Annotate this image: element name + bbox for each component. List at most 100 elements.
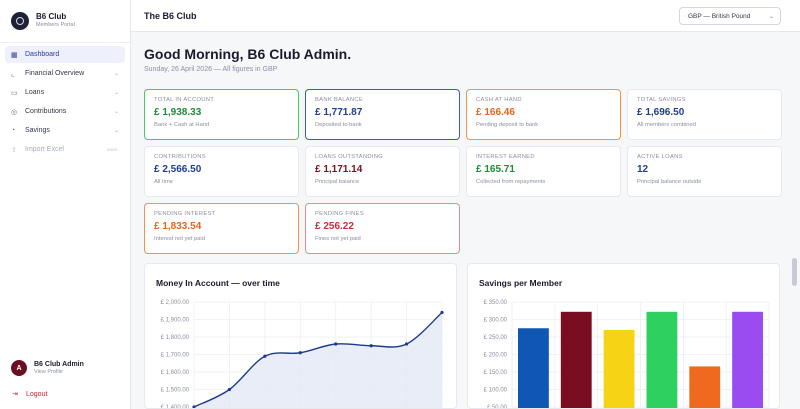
- stat-label: Interest Earned: [476, 154, 535, 160]
- logout-button[interactable]: ⇥ Logout: [12, 390, 48, 399]
- line-series: [193, 311, 443, 408]
- brand-subtitle: Members Portal: [36, 21, 75, 28]
- brand-title: B6 Club: [36, 11, 67, 21]
- soon-badge: soon: [107, 147, 117, 152]
- chevron-down-icon: ⌄: [113, 90, 119, 96]
- stat-caption: Fines not yet paid: [315, 236, 361, 242]
- sidebar-nav: ▦ Dashboard ⌞ Financial Overview ⌄ ▭ Loa…: [0, 43, 130, 158]
- chevron-down-icon: ⌄: [768, 13, 774, 20]
- stat-caption: Deposited to bank: [315, 122, 362, 128]
- line-series-area: [194, 312, 442, 408]
- stat-label: Total Savings: [637, 97, 686, 103]
- sidebar-item-label: Loans: [25, 89, 45, 96]
- stat-value: £ 1,171.14: [315, 164, 363, 175]
- stat-label: Total in Account: [154, 97, 215, 103]
- bar: [517, 328, 549, 408]
- stat-caption: Principal balance outside: [637, 179, 702, 185]
- stat-value: £ 1,696.50: [637, 107, 685, 118]
- avatar: A: [11, 360, 27, 376]
- chevron-down-icon: ⌄: [113, 128, 119, 134]
- brand[interactable]: B6 Club Members Portal: [0, 3, 130, 38]
- line-point: [298, 351, 302, 355]
- sidebar-item-label: Import Excel: [25, 146, 64, 153]
- stat-card: Total in Account £ 1,938.33 Bank + Cash …: [144, 89, 299, 140]
- sidebar-item-label: Contributions: [25, 108, 67, 115]
- sidebar: B6 Club Members Portal ▦ Dashboard ⌞ Fin…: [0, 0, 131, 409]
- stat-card: Pending Interest £ 1,833.54 Interest not…: [144, 203, 299, 254]
- y-tick-label: £ 150.00: [484, 370, 508, 376]
- stat-label: Pending Fines: [315, 211, 364, 217]
- stat-card: Cash at Hand £ 166.46 Pending deposit to…: [466, 89, 621, 140]
- stat-caption: All members combined: [637, 122, 696, 128]
- stat-card: Active Loans 12 Principal balance outsid…: [627, 146, 782, 197]
- sidebar-divider: [0, 42, 130, 43]
- y-tick-label: £ 1,400.00: [161, 405, 190, 409]
- club-logo-icon: [11, 11, 29, 30]
- sidebar-item-financial-overview[interactable]: ⌞ Financial Overview ⌄: [5, 65, 125, 82]
- currency-select[interactable]: GBP — British Pound ⌄: [679, 7, 781, 25]
- piggy-bank-icon: ◔: [11, 127, 16, 134]
- currency-value: GBP — British Pound: [688, 12, 751, 20]
- top-bar: The B6 Club GBP — British Pound ⌄: [131, 0, 800, 32]
- stat-card: Total Savings £ 1,696.50 All members com…: [627, 89, 782, 140]
- sidebar-item-savings[interactable]: ◔ Savings ⌄: [5, 122, 125, 139]
- view-profile-link[interactable]: View Profile: [34, 368, 63, 375]
- stat-value: £ 1,833.54: [154, 221, 202, 232]
- grid-icon: ▦: [11, 51, 18, 59]
- stat-caption: Interest not yet paid: [154, 236, 205, 242]
- chevron-down-icon: ⌄: [113, 71, 119, 77]
- stat-card: Loans Outstanding £ 1,171.14 Principal b…: [305, 146, 460, 197]
- stat-card: Bank Balance £ 1,771.87 Deposited to ban…: [305, 89, 460, 140]
- sidebar-item-label: Savings: [25, 127, 50, 134]
- bar: [603, 330, 635, 408]
- y-tick-label: £ 100.00: [484, 388, 508, 394]
- stat-label: Active Loans: [637, 154, 683, 160]
- sidebar-item-loans[interactable]: ▭ Loans ⌄: [5, 84, 125, 101]
- y-tick-label: £ 2,000.00: [161, 300, 190, 306]
- stat-value: £ 166.46: [476, 107, 515, 118]
- chart-title: Savings per Member: [479, 278, 563, 288]
- sidebar-item-import-excel: ⇪ Import Excel soon: [5, 141, 125, 158]
- bar-chart-svg: £ 350.00 £ 300.00 £ 250.00 £ 200.00 £ 150.00…: [484, 300, 770, 409]
- user-profile[interactable]: A B6 Club Admin View Profile: [11, 360, 84, 376]
- stat-caption: Collected from repayments: [476, 179, 546, 185]
- stat-value: £ 165.71: [476, 164, 515, 175]
- y-tick-label: £ 350.00: [484, 300, 508, 306]
- money-in-account-chart: Money In Account — over time £ 2,000.00 £…: [144, 263, 457, 409]
- stat-label: Pending Interest: [154, 211, 216, 217]
- sidebar-item-contributions[interactable]: ◎ Contributions ⌄: [5, 103, 125, 120]
- stat-value: £ 256.22: [315, 221, 354, 232]
- line-point: [192, 405, 196, 408]
- y-tick-label: £ 200.00: [484, 353, 508, 359]
- stat-caption: All time: [154, 179, 174, 185]
- user-text: B6 Club Admin View Profile: [34, 361, 84, 376]
- line-point: [227, 387, 232, 392]
- bar: [560, 311, 592, 408]
- line-point: [440, 310, 444, 315]
- stat-card: Interest Earned £ 165.71 Collected from …: [466, 146, 621, 197]
- y-tick-label: £ 50.00: [487, 405, 508, 409]
- savings-per-member-chart: Savings per Member £ 350.00 £ 300.00 £ 250…: [467, 263, 780, 409]
- bar: [646, 311, 678, 408]
- stat-caption: Bank + Cash at Hand: [154, 122, 210, 128]
- sidebar-item-label: Dashboard: [25, 51, 60, 58]
- page-title: The B6 Club: [144, 11, 197, 21]
- stat-card: Contributions £ 2,566.50 All time: [144, 146, 299, 197]
- logout-label: Logout: [26, 390, 48, 398]
- line-point: [334, 342, 338, 346]
- user-name: B6 Club Admin: [34, 360, 84, 368]
- y-tick-label: £ 1,700.00: [161, 353, 190, 359]
- y-tick-label: £ 1,800.00: [161, 335, 190, 341]
- logout-icon: ⇥: [12, 391, 18, 398]
- sidebar-item-dashboard[interactable]: ▦ Dashboard: [5, 46, 125, 63]
- stat-label: Cash at Hand: [476, 97, 522, 103]
- chart-title: Money In Account — over time: [156, 278, 280, 288]
- y-tick-label: £ 300.00: [484, 318, 508, 324]
- y-tick-label: £ 250.00: [484, 335, 508, 341]
- stat-label: Bank Balance: [315, 97, 364, 103]
- scrollbar[interactable]: [792, 258, 797, 286]
- greeting-heading: Good Morning, B6 Club Admin.: [144, 46, 352, 62]
- stat-caption: Principal balance: [315, 179, 360, 185]
- stat-value: 12: [637, 164, 649, 175]
- chart-icon: ⌞: [11, 70, 15, 78]
